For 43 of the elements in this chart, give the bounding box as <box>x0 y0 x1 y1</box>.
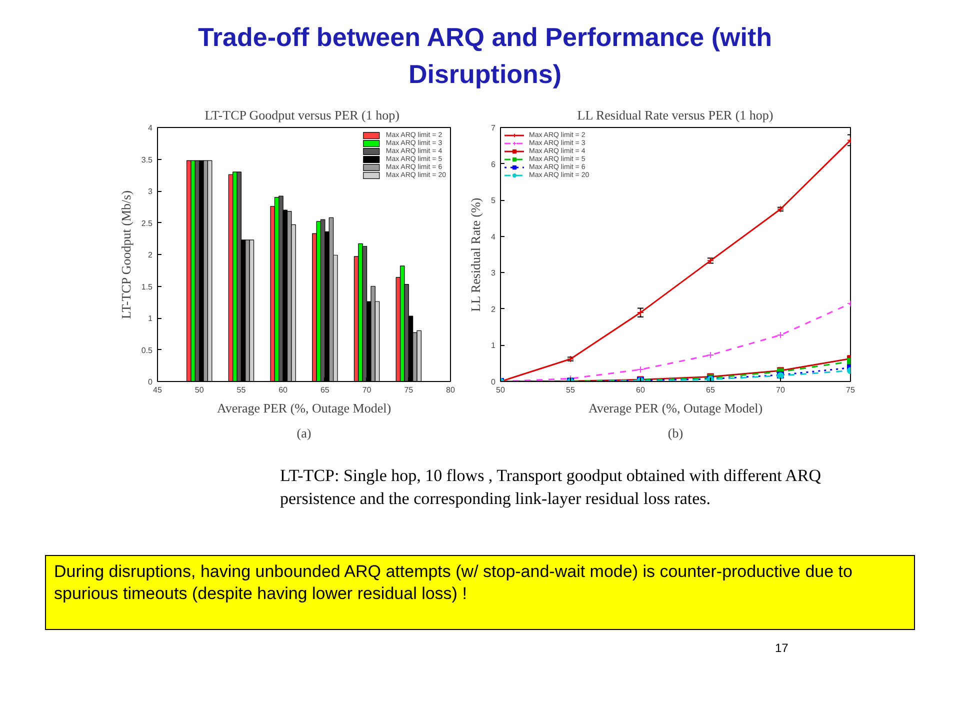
x-tick-label: 55 <box>566 386 576 394</box>
text: Trade-off between ARQ and Performance (with Disruptions) <box>196 21 773 92</box>
y-tick-label: 1 <box>491 341 496 350</box>
x-tick-label: 60 <box>278 386 288 394</box>
y-tick-label: 6 <box>491 160 496 169</box>
x-tick-label: 50 <box>194 386 204 394</box>
y-tick-label: 7 <box>491 124 496 132</box>
y-tick-label: 2 <box>148 250 154 260</box>
x-tick-label: 50 <box>496 386 506 394</box>
y-tick-label: 4 <box>148 124 154 132</box>
y-tick-label: 0 <box>491 378 496 386</box>
y-axis-title: LT-TCP Goodput (Mb/s) <box>118 190 134 320</box>
x-axis-title: Average PER (%, Outage Model) <box>588 400 763 416</box>
x-tick-label: 65 <box>706 386 716 394</box>
y-axis-title: LL Residual Rate (%) <box>468 198 484 312</box>
text: (b) <box>668 426 684 440</box>
x-axis-title: Average PER (%, Outage Model) <box>216 400 392 416</box>
text: (a) <box>296 426 312 440</box>
x-tick-label: 55 <box>236 386 246 394</box>
x-tick-label: 45 <box>153 386 162 394</box>
y-tick-label: 0.5 <box>141 346 154 355</box>
text: LT-TCP: Single hop, 10 flows , Transport goodput obtained with different ARQ persistence and the corresponding link-layer residual loss rates. <box>280 465 822 510</box>
x-tick-label: 75 <box>846 386 856 394</box>
y-tick-label: 3 <box>148 187 154 196</box>
x-tick-label: 70 <box>362 386 372 394</box>
x-tick-label: 70 <box>776 386 786 394</box>
y-tick-label: 3.5 <box>141 155 154 164</box>
text: During disruptions, having unbounded ARQ attempts (w/ stop-and-wait mode) is counter-productive due to spurious timeouts (despite having lower residual loss) ! <box>54 561 854 606</box>
x-tick-label: 60 <box>636 386 646 394</box>
x-tick-label: 75 <box>404 386 414 394</box>
chart-title: LL Residual Rate versus PER (1 hop) <box>577 108 774 122</box>
y-tick-label: 2 <box>491 304 496 314</box>
x-tick-label: 65 <box>320 386 330 394</box>
y-tick-label: 5 <box>491 196 496 206</box>
y-tick-label: 0 <box>148 378 154 386</box>
y-tick-label: 1.5 <box>141 282 154 292</box>
y-tick-label: 3 <box>491 268 496 278</box>
text: 17 <box>775 640 788 657</box>
y-tick-label: 4 <box>491 232 496 242</box>
y-tick-label: 1 <box>148 314 154 323</box>
x-tick-label: 80 <box>446 386 456 394</box>
y-tick-label: 2.5 <box>141 218 154 228</box>
chart-title: LT-TCP Goodput versus PER (1 hop) <box>204 108 400 122</box>
